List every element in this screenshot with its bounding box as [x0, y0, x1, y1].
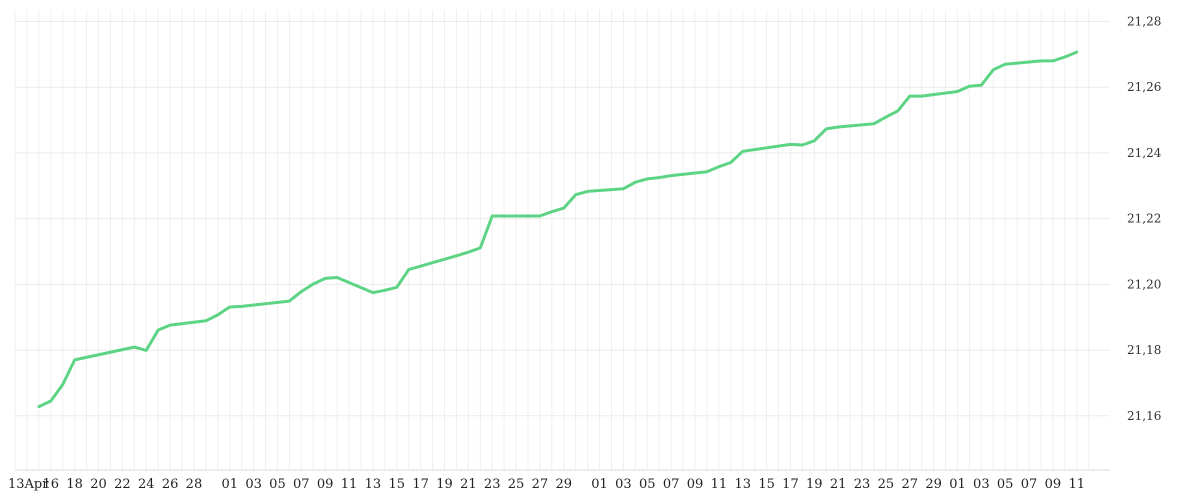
x-tick-label: 07	[293, 477, 310, 492]
y-tick-label: 21,24	[1127, 146, 1162, 160]
x-tick-label: 15	[758, 477, 775, 492]
x-tick-label: 15	[388, 477, 405, 492]
y-tick-label: 21,28	[1127, 15, 1161, 29]
x-tick-label: 23	[484, 477, 501, 492]
x-tick-label: 01	[591, 477, 608, 492]
horizontal-gridlines	[15, 21, 1110, 417]
x-tick-label: 21	[830, 477, 847, 492]
x-tick-label: 05	[997, 477, 1014, 492]
x-tick-label: 07	[1021, 477, 1038, 492]
vertical-gridlines	[14, 10, 1090, 470]
x-tick-label: 05	[269, 477, 286, 492]
x-tick-label: 23	[854, 477, 871, 492]
x-tick-label: 05	[639, 477, 656, 492]
x-tick-label: 18	[66, 477, 83, 492]
x-tick-label: 09	[317, 477, 334, 492]
y-tick-label: 21,26	[1127, 80, 1161, 94]
x-tick-label: 26	[162, 477, 179, 492]
x-tick-label: 11	[1068, 477, 1085, 492]
x-tick-label: 16	[43, 477, 60, 492]
x-tick-label: 13	[734, 477, 751, 492]
y-tick-label: 21,20	[1127, 277, 1161, 291]
y-tick-label: 21,18	[1127, 343, 1161, 357]
x-tick-label: 09	[687, 477, 704, 492]
x-tick-label: 13Apr	[8, 477, 49, 492]
y-tick-label: 21,22	[1127, 212, 1161, 226]
x-tick-label: 28	[186, 477, 203, 492]
x-tick-label: 03	[615, 477, 632, 492]
x-tick-label: 25	[508, 477, 525, 492]
x-tick-label: 27	[901, 477, 918, 492]
series-line	[37, 50, 1079, 409]
x-tick-label: 11	[341, 477, 358, 492]
x-tick-label: 07	[663, 477, 680, 492]
x-tick-label: 29	[925, 477, 942, 492]
x-tick-label: 25	[878, 477, 895, 492]
x-tick-label: 17	[782, 477, 799, 492]
x-tick-label: 20	[90, 477, 107, 492]
y-tick-label: 21,16	[1127, 409, 1161, 423]
x-tick-label: 09	[1045, 477, 1062, 492]
x-tick-label: 03	[245, 477, 262, 492]
x-tick-label: 24	[138, 477, 155, 492]
x-tick-label: 19	[806, 477, 823, 492]
x-tick-label: 11	[711, 477, 728, 492]
x-tick-label: 01	[949, 477, 966, 492]
x-tick-label: 22	[114, 477, 131, 492]
y-axis-tick-labels: 21,16 21,18 21,20 21,22 21,24 21,26 21,28	[1127, 15, 1162, 423]
x-tick-label: 13	[365, 477, 382, 492]
x-tick-label: 29	[556, 477, 573, 492]
x-tick-label: 01	[221, 477, 238, 492]
x-tick-label: 17	[412, 477, 429, 492]
x-tick-label: 21	[460, 477, 477, 492]
x-tick-label: 27	[532, 477, 549, 492]
x-tick-label: 19	[436, 477, 453, 492]
x-tick-label: 03	[973, 477, 990, 492]
